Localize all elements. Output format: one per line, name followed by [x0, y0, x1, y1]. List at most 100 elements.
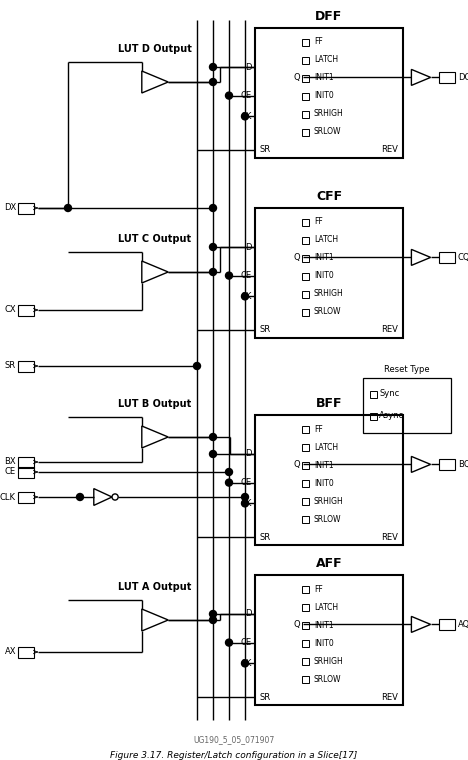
Bar: [363, 378, 451, 433]
Text: DX: DX: [4, 204, 16, 213]
Circle shape: [241, 500, 249, 507]
Bar: [301, 273, 308, 280]
Text: CE: CE: [241, 91, 252, 100]
Text: LUT D Output: LUT D Output: [118, 44, 192, 54]
Bar: [301, 480, 308, 486]
Text: D: D: [246, 62, 252, 71]
Circle shape: [210, 64, 217, 71]
Circle shape: [193, 363, 200, 369]
Text: INIT1: INIT1: [314, 620, 334, 629]
Text: INIT0: INIT0: [314, 479, 334, 487]
Bar: [301, 639, 308, 647]
Bar: [255, 208, 403, 338]
Text: CK: CK: [241, 499, 252, 508]
Text: INIT1: INIT1: [314, 461, 334, 470]
Circle shape: [76, 493, 83, 501]
Text: Reset Type: Reset Type: [384, 365, 430, 374]
Text: CX: CX: [4, 306, 16, 315]
Circle shape: [226, 272, 233, 279]
Text: LATCH: LATCH: [314, 603, 338, 612]
Text: CE: CE: [5, 467, 16, 477]
Text: Q: Q: [294, 460, 300, 469]
Text: FF: FF: [314, 37, 323, 46]
Text: REV: REV: [381, 533, 398, 541]
Circle shape: [210, 243, 217, 251]
Bar: [439, 72, 455, 83]
Bar: [301, 255, 308, 261]
Text: CE: CE: [241, 478, 252, 487]
Circle shape: [210, 268, 217, 276]
Circle shape: [210, 204, 217, 211]
Bar: [301, 622, 308, 629]
Bar: [301, 39, 308, 46]
Bar: [301, 657, 308, 664]
Text: DFF: DFF: [315, 10, 343, 23]
Text: SR: SR: [260, 145, 271, 154]
Text: AQ: AQ: [458, 620, 468, 629]
Bar: [18, 492, 34, 502]
Circle shape: [241, 293, 249, 300]
Text: D: D: [246, 449, 252, 458]
Bar: [439, 459, 455, 470]
Text: AX: AX: [5, 648, 16, 657]
Circle shape: [226, 639, 233, 646]
Bar: [301, 461, 308, 468]
Bar: [18, 202, 34, 214]
Text: REV: REV: [381, 692, 398, 701]
Text: CE: CE: [241, 271, 252, 280]
Bar: [301, 676, 308, 682]
Circle shape: [210, 451, 217, 458]
Text: LATCH: LATCH: [314, 236, 338, 245]
Bar: [301, 603, 308, 610]
Text: D: D: [246, 610, 252, 619]
Circle shape: [210, 433, 217, 441]
Text: REV: REV: [381, 325, 398, 334]
Text: INIT0: INIT0: [314, 91, 334, 100]
Bar: [301, 444, 308, 451]
Text: Figure 3.17. Register/Latch configuration in a Slice[17]: Figure 3.17. Register/Latch configuratio…: [110, 751, 358, 759]
Text: BX: BX: [4, 458, 16, 467]
Text: CFF: CFF: [316, 190, 342, 203]
Text: SRHIGH: SRHIGH: [314, 657, 344, 666]
Text: SR: SR: [260, 325, 271, 334]
Bar: [301, 290, 308, 297]
Bar: [255, 415, 403, 545]
Text: LUT B Output: LUT B Output: [118, 399, 191, 409]
Text: REV: REV: [381, 145, 398, 154]
Text: UG190_5_05_071907: UG190_5_05_071907: [193, 736, 275, 745]
Text: Async: Async: [379, 411, 404, 420]
Circle shape: [65, 204, 72, 211]
Text: SR: SR: [260, 692, 271, 701]
Text: FF: FF: [314, 425, 323, 433]
Text: LATCH: LATCH: [314, 55, 338, 65]
Text: SR: SR: [5, 362, 16, 371]
Text: AFF: AFF: [316, 557, 342, 570]
Text: D: D: [246, 242, 252, 252]
Circle shape: [210, 610, 217, 617]
Text: FF: FF: [314, 217, 323, 226]
Text: LUT C Output: LUT C Output: [118, 234, 191, 244]
Text: Q: Q: [294, 620, 300, 629]
Text: INIT0: INIT0: [314, 638, 334, 648]
Bar: [301, 74, 308, 81]
Text: CK: CK: [241, 292, 252, 301]
Bar: [439, 619, 455, 630]
Bar: [301, 498, 308, 505]
Circle shape: [241, 113, 249, 120]
Circle shape: [210, 78, 217, 86]
Bar: [301, 56, 308, 64]
Bar: [18, 647, 34, 657]
Text: INIT0: INIT0: [314, 271, 334, 280]
Text: CE: CE: [241, 638, 252, 647]
Text: SRLOW: SRLOW: [314, 308, 342, 316]
Text: LATCH: LATCH: [314, 442, 338, 451]
Text: Sync: Sync: [379, 389, 399, 398]
Bar: [18, 467, 34, 477]
Bar: [301, 585, 308, 593]
Bar: [301, 110, 308, 118]
Text: CQ: CQ: [458, 253, 468, 262]
Bar: [18, 457, 34, 467]
Bar: [301, 236, 308, 243]
Bar: [255, 575, 403, 705]
Text: INIT1: INIT1: [314, 254, 334, 262]
